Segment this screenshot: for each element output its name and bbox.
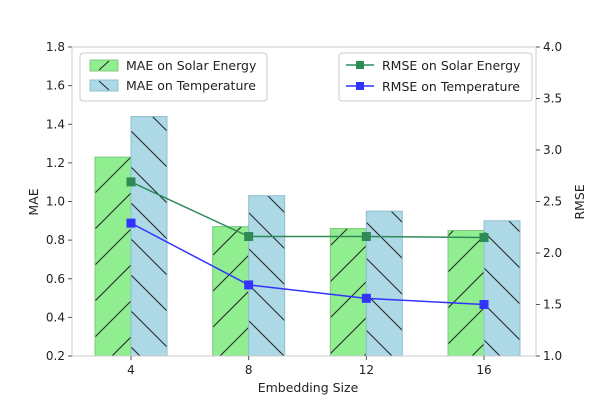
bar-mae-temp-12 <box>365 210 403 357</box>
y-left-tick-label: 1.6 <box>46 79 65 93</box>
bar-mae-temp-8 <box>248 195 286 357</box>
y-left-tick-label: 0.4 <box>46 310 65 324</box>
y-axis-left-label: MAE <box>26 188 41 215</box>
legend-marker-rmse-temp <box>356 82 364 90</box>
legend-bars: MAE on Solar Energy MAE on Temperature <box>79 52 268 102</box>
bar-mae-temp-4 <box>130 116 168 357</box>
legend-label-mae-temp: MAE on Temperature <box>126 78 256 93</box>
x-tick-label-12: 12 <box>359 363 374 377</box>
bar-mae-solar-16 <box>447 229 485 357</box>
y-right-tick-label: 2.5 <box>543 195 562 209</box>
x-tick-label-8: 8 <box>245 363 253 377</box>
y-right-tick-label: 3.0 <box>543 143 562 157</box>
marker-rmse-temp-16 <box>479 300 489 309</box>
y-right-tick-label: 2.0 <box>543 246 562 260</box>
bar-mae-solar-4 <box>94 156 132 357</box>
bar-mae-solar-8 <box>212 226 250 357</box>
x-axis-label: Embedding Size <box>258 380 359 395</box>
legend-label-mae-solar: MAE on Solar Energy <box>126 58 257 73</box>
legend-bars-frame <box>79 52 268 102</box>
y-right-tick-label: 3.5 <box>543 92 562 106</box>
y-right-tick-label: 1.0 <box>543 349 562 363</box>
legend-lines: RMSE on Solar Energy RMSE on Temperature <box>338 52 533 102</box>
line-rmse-temp <box>130 222 485 306</box>
legend-label-rmse-solar: RMSE on Solar Energy <box>382 58 521 73</box>
y-left-tick-label: 1.4 <box>46 117 65 131</box>
marker-rmse-temp-4 <box>126 218 136 228</box>
y-left-tick-label: 0.8 <box>46 233 65 247</box>
marker-rmse-temp-8 <box>244 280 254 290</box>
marker-rmse-solar-16 <box>479 233 489 243</box>
bar-mae-solar-12 <box>329 228 367 357</box>
marker-rmse-solar-4 <box>126 177 136 187</box>
legend-marker-rmse-solar <box>356 61 364 69</box>
y-left-tick-label: 1.8 <box>46 40 65 54</box>
y-right-tick-label: 1.5 <box>543 298 562 312</box>
y-left-tick-label: 1.2 <box>46 156 65 170</box>
legend-lines-frame <box>338 52 533 102</box>
marker-rmse-solar-12 <box>361 232 371 242</box>
legend-hatch-mae-temp <box>98 80 110 91</box>
line-rmse-solar <box>130 181 485 239</box>
plot-area: 0.2 0.4 0.6 0.8 1.0 1.2 1.4 1.6 1.8 1.0 1.5 2.0 2.5 3… <box>46 40 562 377</box>
bar-mae-temp-16 <box>483 220 521 357</box>
marker-rmse-temp-12 <box>361 293 371 303</box>
y-right-tick-label: 4.0 <box>543 40 562 54</box>
legend-hatch-mae-solar <box>98 60 110 71</box>
y-left-tick-label: 0.6 <box>46 272 65 286</box>
y-left-tick-label: 1.0 <box>46 195 65 209</box>
x-tick-label-4: 4 <box>127 363 135 377</box>
x-tick-label-16: 16 <box>476 363 491 377</box>
marker-rmse-solar-8 <box>244 232 254 242</box>
y-axis-right-label: RMSE <box>572 184 587 219</box>
legend-label-rmse-temp: RMSE on Temperature <box>382 79 520 94</box>
y-left-tick-label: 0.2 <box>46 349 65 363</box>
